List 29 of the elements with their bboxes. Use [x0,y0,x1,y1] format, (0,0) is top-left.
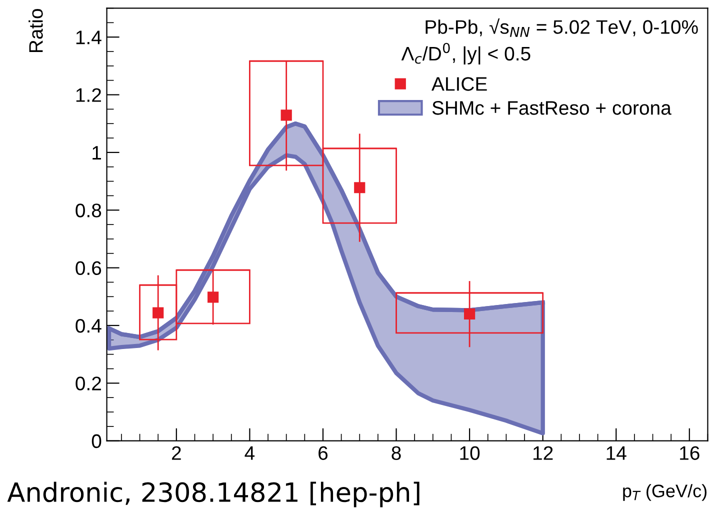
x-axis-title: p$_{T}$ (GeV/c) [623,484,706,501]
point [152,307,164,318]
annotation: Λ$_{c}$/D$^{0}$, |y| < 0.5 [401,42,530,65]
text: Andronic, 2308.14821 [hep-ph] [7,482,420,508]
point [464,308,476,320]
x-tick-label: 14 [606,446,626,460]
legend-label: ALICE [432,77,487,91]
y-tick-label: 1 [92,146,101,160]
y-tick-label: 1.2 [76,88,101,102]
y-tick-label: 0.8 [76,204,102,218]
point [280,110,292,121]
y-axis-title: Ratio [28,9,43,52]
line-series [106,122,545,340]
x-tick-label: 2 [172,446,181,460]
x-tick-label: 4 [244,446,255,460]
y-tick-label: 0.6 [76,261,102,276]
y-tick-label: 0.2 [76,376,101,390]
y-tick-label: 0.4 [76,318,102,333]
x-tick-label: 10 [460,446,480,460]
x-tick-label: 16 [680,446,700,460]
x-tick-label: 6 [318,446,328,460]
y-tick-label: 1.4 [76,30,102,44]
annotation: Pb-Pb, √s$_{NN}$ = 5.02 TeV, 0-10% [426,18,698,37]
point [208,292,219,303]
x-tick-label: 8 [392,446,401,460]
point [354,182,366,194]
x-tick-label: 12 [534,446,553,460]
legend-label: SHMc + FastReso + corona [432,101,672,115]
y-tick-label: 0 [92,434,102,448]
